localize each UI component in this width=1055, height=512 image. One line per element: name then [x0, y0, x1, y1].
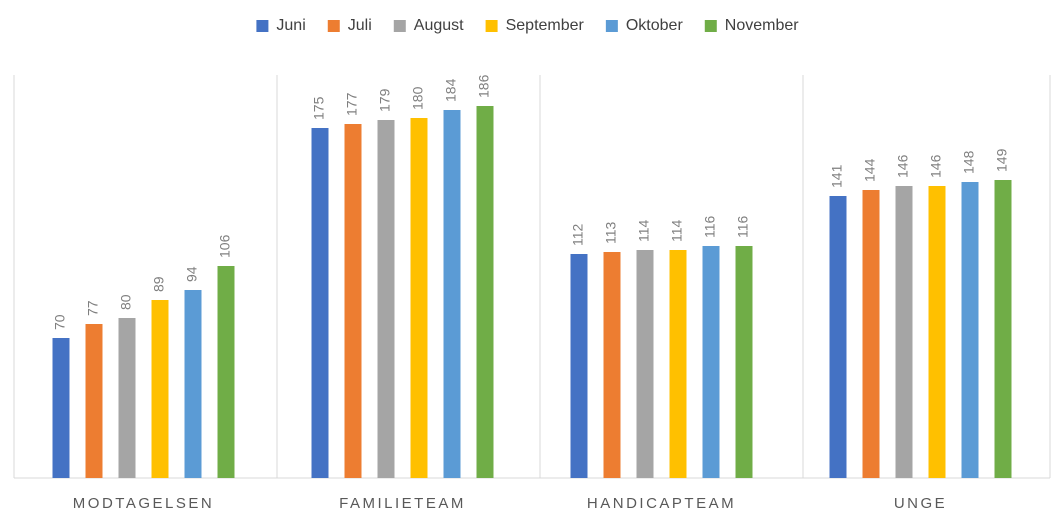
data-label: 184	[443, 78, 459, 102]
data-label: 146	[895, 154, 911, 178]
bar	[961, 182, 979, 478]
bar	[636, 250, 654, 478]
x-tick-label: MODTAGELSEN	[73, 495, 214, 512]
bar	[829, 196, 847, 478]
data-label: 141	[829, 164, 845, 188]
bar	[862, 190, 880, 478]
data-label: 94	[184, 266, 200, 282]
bar	[118, 318, 136, 478]
bar	[344, 124, 362, 478]
bar	[994, 180, 1012, 478]
legend-label: Juni	[276, 17, 305, 34]
data-label: 148	[961, 150, 977, 174]
legend-label: August	[414, 17, 464, 34]
legend-label: Juli	[348, 17, 372, 34]
bar	[52, 338, 70, 478]
legend-swatch	[485, 20, 498, 32]
legend-label: September	[506, 17, 585, 34]
data-label: 180	[410, 86, 426, 110]
data-label: 77	[85, 300, 101, 316]
bar	[928, 186, 946, 478]
legend-swatch	[393, 20, 406, 32]
bar	[377, 120, 395, 478]
legend-swatch	[327, 20, 340, 32]
legend-label: Oktober	[626, 17, 684, 34]
x-tick-label: FAMILIETEAM	[339, 495, 466, 512]
legend-swatch	[704, 20, 717, 32]
legend-swatch	[605, 20, 618, 32]
bar	[184, 290, 202, 478]
bar	[669, 250, 687, 478]
bar	[735, 246, 753, 478]
data-label: 116	[735, 215, 751, 238]
bar	[217, 266, 235, 478]
data-label: 146	[928, 154, 944, 178]
data-label: 106	[217, 234, 233, 258]
bar	[476, 106, 494, 478]
legend-swatch	[256, 20, 269, 32]
x-tick-label: UNGE	[894, 495, 947, 512]
data-label: 70	[52, 314, 68, 330]
data-label: 175	[311, 96, 327, 120]
bar	[410, 118, 428, 478]
data-label: 89	[151, 276, 167, 292]
bar	[311, 128, 329, 478]
bar	[151, 300, 169, 478]
bar	[603, 252, 621, 478]
bar	[85, 324, 103, 478]
data-label: 116	[702, 215, 718, 238]
legend-label: November	[725, 17, 799, 34]
x-tick-label: HANDICAPTEAM	[587, 495, 736, 512]
bar	[570, 254, 588, 478]
data-label: 177	[344, 92, 360, 116]
bar	[895, 186, 913, 478]
data-label: 114	[636, 219, 652, 242]
data-label: 149	[994, 148, 1010, 172]
data-label: 112	[570, 223, 586, 246]
bar	[443, 110, 461, 478]
data-label: 80	[118, 294, 134, 310]
bar	[702, 246, 720, 478]
data-label: 186	[476, 74, 492, 98]
data-label: 114	[669, 219, 685, 242]
data-label: 179	[377, 88, 393, 112]
data-label: 113	[603, 221, 619, 244]
separators	[13, 75, 1051, 478]
data-label: 144	[862, 158, 878, 182]
